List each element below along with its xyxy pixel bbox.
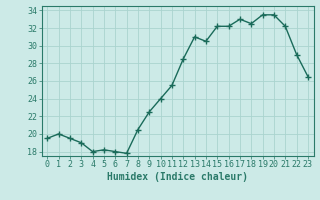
X-axis label: Humidex (Indice chaleur): Humidex (Indice chaleur) (107, 172, 248, 182)
